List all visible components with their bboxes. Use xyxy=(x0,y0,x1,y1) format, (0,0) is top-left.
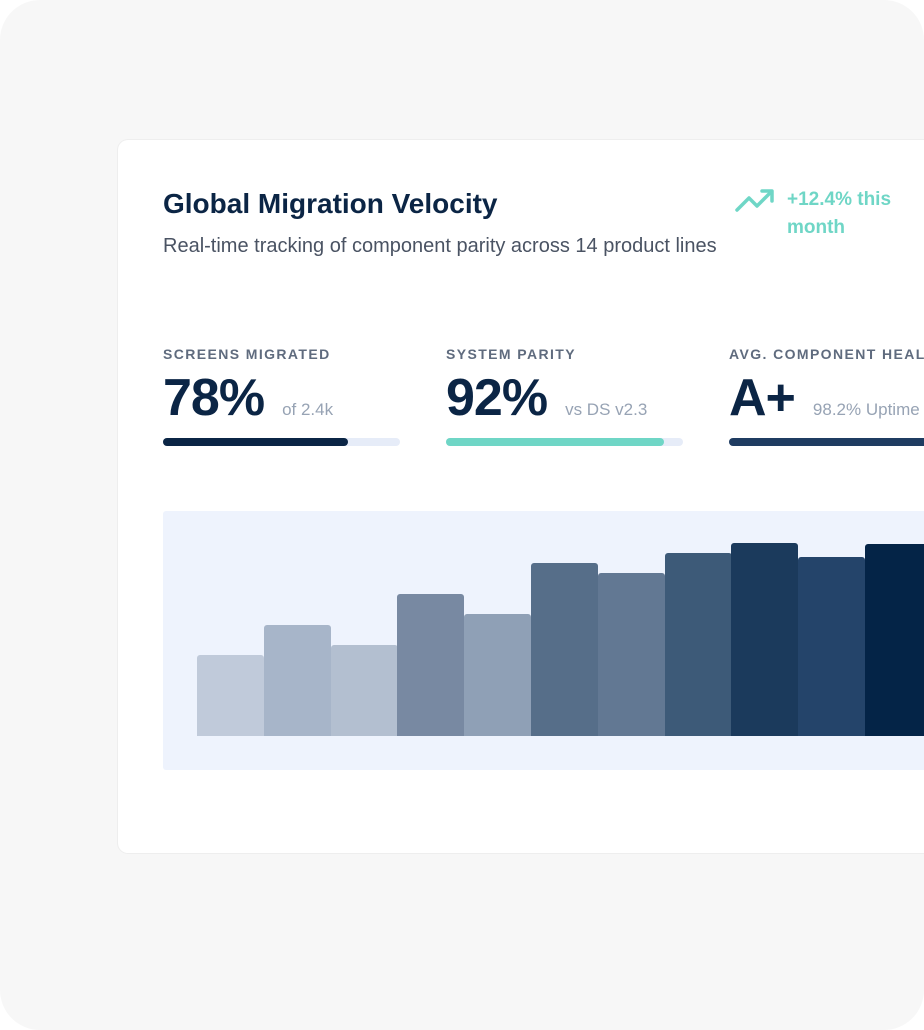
progress-track xyxy=(729,438,924,446)
metric: AVG. COMPONENT HEALTH A+ 98.2% Uptime xyxy=(729,346,924,446)
metric-sub: 98.2% Uptime xyxy=(812,400,920,419)
metric-label: SCREENS MIGRATED xyxy=(163,346,331,362)
bar xyxy=(664,553,732,736)
bar xyxy=(531,563,598,736)
bar xyxy=(731,543,799,736)
trend: +12.4% this month xyxy=(735,186,917,242)
progress-fill xyxy=(729,438,924,446)
bar xyxy=(397,594,465,736)
metric: SYSTEM PARITY 92% vs DS v2.3 xyxy=(446,346,683,446)
bar xyxy=(865,544,924,736)
bar xyxy=(798,557,866,736)
trend-text: +12.4% this month xyxy=(787,189,892,238)
metric-sub: vs DS v2.3 xyxy=(565,400,648,419)
bar xyxy=(263,625,331,736)
metric-label: AVG. COMPONENT HEALTH xyxy=(729,346,924,362)
metric: SCREENS MIGRATED 78% of 2.4k xyxy=(163,346,400,446)
metric-value: 78% xyxy=(163,369,265,427)
progress-track xyxy=(446,438,683,446)
card-title: Global Migration Velocity xyxy=(163,188,498,219)
bar xyxy=(330,645,398,736)
metric-row: 78% of 2.4k xyxy=(163,368,400,428)
bar xyxy=(197,655,264,736)
metric-value: 92% xyxy=(446,369,548,427)
bar xyxy=(597,573,665,736)
progress-track xyxy=(163,438,400,446)
trend-icon xyxy=(735,189,774,212)
card: Global Migration Velocity Real-time trac… xyxy=(118,140,924,853)
progress-fill xyxy=(446,438,665,446)
card-subtitle: Real-time tracking of component parity a… xyxy=(163,235,717,257)
bar-chart xyxy=(163,511,924,770)
metric-row: A+ 98.2% Uptime xyxy=(729,368,924,428)
progress-fill xyxy=(163,438,348,446)
metric-value: A+ xyxy=(729,369,796,427)
bar xyxy=(464,614,532,736)
metric-label: SYSTEM PARITY xyxy=(446,346,576,362)
metric-sub: of 2.4k xyxy=(282,400,334,419)
metric-row: 92% vs DS v2.3 xyxy=(446,368,683,428)
